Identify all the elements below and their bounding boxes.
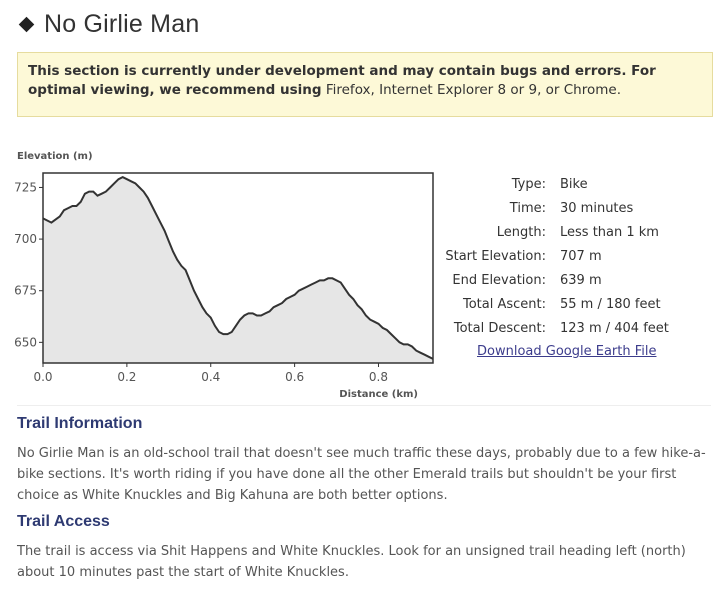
stat-key: Length: (496, 224, 546, 240)
diamond-icon (18, 16, 35, 33)
elevation-line (42, 175, 434, 360)
stat-value: Bike (560, 176, 588, 192)
elevation-chart: 725 700 675 650 0.0 0.2 0.4 0.6 0.8 Elevation (m)… (10, 145, 440, 405)
stat-value: 639 m (560, 272, 602, 288)
stat-row: Total Ascent: 55 m / 180 feet (443, 292, 669, 316)
notice-text: This section is currently under developm… (28, 63, 656, 98)
stat-key: Total Descent: (453, 320, 546, 336)
trail-information-text: No Girlie Man is an old-school trail tha… (17, 446, 706, 503)
x-tick-label: 0.6 (285, 370, 304, 384)
x-tick-label: 0.0 (33, 370, 52, 384)
y-tick-label: 725 (14, 180, 37, 194)
stat-row: Total Descent: 123 m / 404 feet (443, 316, 669, 340)
y-tick-label: 700 (14, 232, 37, 246)
stat-row: Start Elevation: 707 m (443, 244, 669, 268)
notice-browsers: Firefox, Internet Explorer 8 or 9, or Ch… (325, 82, 621, 98)
y-axis-title: Elevation (m) (17, 151, 93, 162)
stat-key: Type: (511, 176, 546, 192)
x-tick-label: 0.2 (117, 370, 136, 384)
stat-row: Type: Bike (443, 172, 669, 196)
trail-access-heading: Trail Access (17, 513, 110, 530)
stat-value: Less than 1 km (560, 224, 659, 240)
stat-value: 707 m (560, 248, 602, 264)
stat-key: Time: (509, 200, 546, 216)
stat-key: Start Elevation: (445, 248, 546, 264)
trail-stats: Type: Bike Time: 30 minutes Length: Less than… (443, 172, 669, 340)
stat-row: Time: 30 minutes (443, 196, 669, 220)
stat-key: End Elevation: (452, 272, 546, 288)
section-divider (17, 405, 711, 406)
trail-access-text: The trail is access via Shit Happens and… (17, 544, 686, 580)
stat-value: 55 m / 180 feet (560, 296, 661, 312)
page-title: No Girlie Man (44, 10, 200, 38)
trail-information-heading: Trail Information (17, 415, 143, 432)
download-google-earth-link[interactable]: Download Google Earth File (477, 344, 657, 359)
stat-key: Total Ascent: (462, 296, 546, 312)
y-tick-label: 675 (14, 284, 37, 298)
stat-row: Length: Less than 1 km (443, 220, 669, 244)
x-tick-label: 0.4 (201, 370, 220, 384)
stat-value: 123 m / 404 feet (560, 320, 669, 336)
stat-row: End Elevation: 639 m (443, 268, 669, 292)
elevation-area (43, 177, 433, 363)
y-tick-label: 650 (14, 335, 37, 349)
page-title-row: No Girlie Man (17, 10, 199, 39)
plot-frame (42, 172, 434, 364)
stat-value: 30 minutes (560, 200, 634, 216)
development-notice: This section is currently under developm… (17, 52, 713, 117)
x-axis-title: Distance (km) (339, 389, 418, 400)
elevation-chart-svg: 725 700 675 650 0.0 0.2 0.4 0.6 0.8 Elevation (m)… (14, 151, 434, 400)
x-tick-label: 0.8 (369, 370, 388, 384)
